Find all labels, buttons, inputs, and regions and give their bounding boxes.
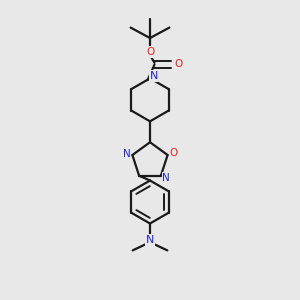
Text: O: O bbox=[146, 47, 154, 57]
Text: N: N bbox=[122, 149, 130, 159]
Text: N: N bbox=[149, 71, 158, 81]
Text: O: O bbox=[169, 148, 178, 158]
Text: O: O bbox=[175, 59, 183, 69]
Text: N: N bbox=[162, 173, 170, 183]
Text: N: N bbox=[146, 235, 154, 245]
